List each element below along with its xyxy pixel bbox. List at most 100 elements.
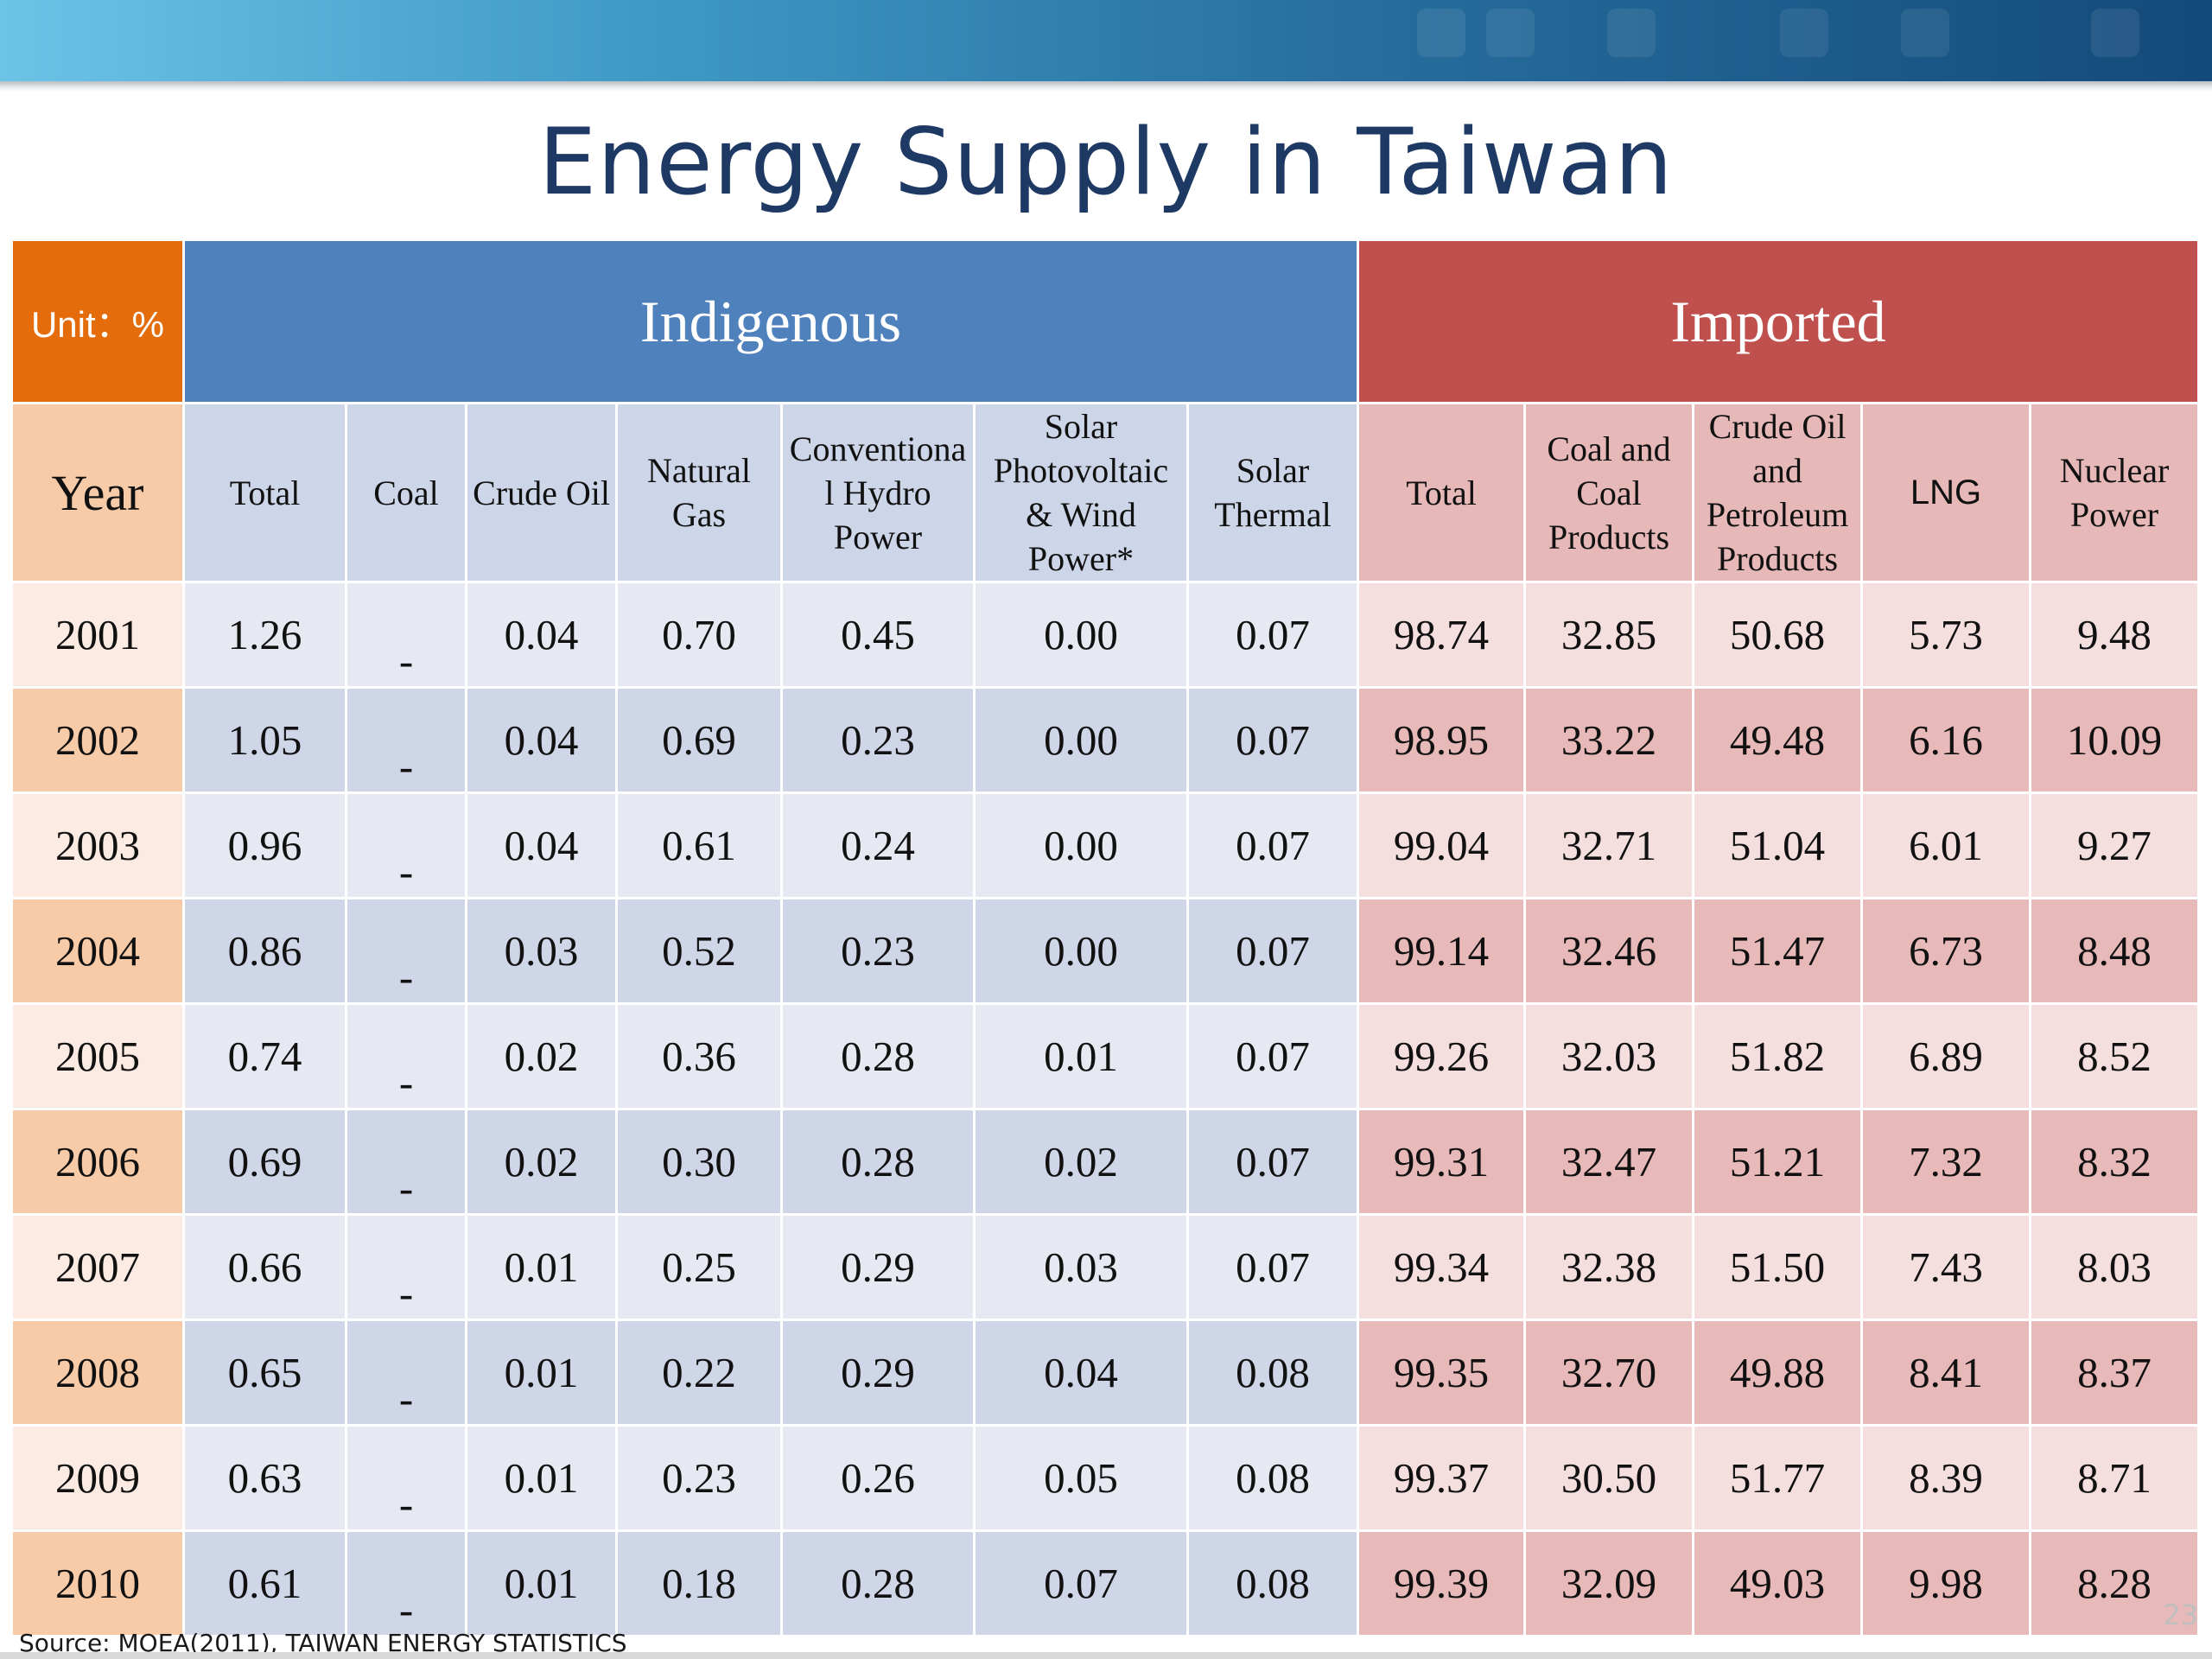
cell-lng: 6.73 [1863, 899, 2030, 1002]
cell-lng: 7.32 [1863, 1110, 2030, 1213]
cell-crude-oil: 0.01 [467, 1532, 615, 1635]
cell-year: 2008 [13, 1321, 182, 1424]
banner-decoration [1607, 9, 1656, 57]
cell-imp-total: 99.35 [1359, 1321, 1524, 1424]
cell-nuclear: 9.27 [2031, 794, 2198, 897]
cell-value: - [398, 953, 414, 1001]
cell-lng: 6.01 [1863, 794, 2030, 897]
header-line: Coal and [1547, 429, 1671, 468]
cell-year: 2006 [13, 1110, 182, 1213]
cell-imp-total: 99.04 [1359, 794, 1524, 897]
cell-natural-gas: 0.70 [618, 583, 780, 686]
cell-coal-products: 32.85 [1526, 583, 1693, 686]
header-line: Coal [1576, 473, 1642, 512]
cell-natural-gas: 0.25 [618, 1216, 780, 1319]
cell-crude-oil: 0.01 [467, 1321, 615, 1424]
cell-coal-products: 32.46 [1526, 899, 1693, 1002]
header-line: Power [833, 517, 923, 556]
cell-natural-gas: 0.30 [618, 1110, 780, 1213]
cell-solar-thermal: 0.07 [1189, 794, 1357, 897]
cell-petroleum: 51.50 [1694, 1216, 1861, 1319]
cell-hydro: 0.28 [783, 1110, 973, 1213]
cell-year: 2001 [13, 583, 182, 686]
cell-solar-thermal: 0.07 [1189, 1216, 1357, 1319]
group-header-row: Unit：% Indigenous Imported [13, 241, 2198, 402]
energy-supply-table: Unit：% Indigenous Imported Year Total Co… [10, 238, 2200, 1637]
cell-imp-total: 99.14 [1359, 899, 1524, 1002]
header-line: Power [2069, 495, 2159, 534]
header-line: Conventiona [789, 429, 967, 468]
cell-lng: 9.98 [1863, 1532, 2030, 1635]
cell-natural-gas: 0.23 [618, 1427, 780, 1529]
cell-solar-pv: 0.00 [976, 899, 1186, 1002]
header-line: Photovoltaic [993, 451, 1169, 490]
cell-imp-total: 99.34 [1359, 1216, 1524, 1319]
cell-coal-products: 32.70 [1526, 1321, 1693, 1424]
cell-hydro: 0.23 [783, 689, 973, 791]
cell-year: 2004 [13, 899, 182, 1002]
table-row: 2005 0.74 - 0.02 0.36 0.28 0.01 0.07 99.26 32.03 5… [13, 1005, 2198, 1108]
cell-solar-thermal: 0.07 [1189, 1005, 1357, 1108]
cell-hydro: 0.28 [783, 1005, 973, 1108]
cell-nuclear: 9.48 [2031, 583, 2198, 686]
cell-solar-pv: 0.00 [976, 689, 1186, 791]
cell-imp-total: 99.39 [1359, 1532, 1524, 1635]
banner-decoration [1780, 9, 1828, 57]
header-line: Products [1717, 539, 1839, 578]
cell-value: - [398, 1164, 414, 1211]
cell-crude-oil: 0.03 [467, 899, 615, 1002]
cell-coal-products: 32.38 [1526, 1216, 1693, 1319]
banner-decoration [1417, 9, 1465, 57]
cell-natural-gas: 0.36 [618, 1005, 780, 1108]
cell-ind-total: 0.86 [185, 899, 345, 1002]
cell-year: 2003 [13, 794, 182, 897]
cell-coal-products: 30.50 [1526, 1427, 1693, 1529]
cell-hydro: 0.28 [783, 1532, 973, 1635]
cell-solar-thermal: 0.08 [1189, 1532, 1357, 1635]
cell-coal: - [347, 1005, 465, 1108]
cell-value: - [398, 1269, 414, 1317]
cell-hydro: 0.26 [783, 1427, 973, 1529]
cell-petroleum: 49.03 [1694, 1532, 1861, 1635]
cell-nuclear: 8.03 [2031, 1216, 2198, 1319]
cell-coal-products: 32.47 [1526, 1110, 1693, 1213]
cell-imp-total: 98.74 [1359, 583, 1524, 686]
table-row: 2008 0.65 - 0.01 0.22 0.29 0.04 0.08 99.35 32.70 4… [13, 1321, 2198, 1424]
banner-decoration [1486, 9, 1535, 57]
cell-lng: 6.89 [1863, 1005, 2030, 1108]
group-indigenous: Indigenous [185, 241, 1357, 402]
cell-petroleum: 51.82 [1694, 1005, 1861, 1108]
cell-natural-gas: 0.61 [618, 794, 780, 897]
cell-value: - [398, 1586, 414, 1633]
cell-crude-oil: 0.01 [467, 1427, 615, 1529]
table-row: 2007 0.66 - 0.01 0.25 0.29 0.03 0.07 99.34 32.38 5… [13, 1216, 2198, 1319]
cell-lng: 5.73 [1863, 583, 2030, 686]
cell-solar-pv: 0.04 [976, 1321, 1186, 1424]
cell-coal: - [347, 1321, 465, 1424]
cell-crude-oil: 0.02 [467, 1110, 615, 1213]
header-line: & Wind [1026, 495, 1136, 534]
header-line: Natural [647, 451, 751, 490]
col-header-solar-pv-wind: Solar Photovoltaic & Wind Power* [976, 404, 1186, 581]
cell-lng: 7.43 [1863, 1216, 2030, 1319]
cell-ind-total: 0.61 [185, 1532, 345, 1635]
cell-hydro: 0.24 [783, 794, 973, 897]
cell-coal-products: 32.03 [1526, 1005, 1693, 1108]
cell-solar-pv: 0.00 [976, 794, 1186, 897]
cell-year: 2010 [13, 1532, 182, 1635]
cell-coal: - [347, 1427, 465, 1529]
header-banner [0, 0, 2212, 81]
col-header-indigenous-total: Total [185, 404, 345, 581]
cell-solar-thermal: 0.08 [1189, 1427, 1357, 1529]
cell-petroleum: 51.47 [1694, 899, 1861, 1002]
header-line: Crude Oil [1708, 407, 1847, 446]
cell-year: 2005 [13, 1005, 182, 1108]
header-line: Solar [1044, 407, 1118, 446]
cell-solar-pv: 0.00 [976, 583, 1186, 686]
col-header-coal: Coal [347, 404, 465, 581]
unit-label: Unit：% [13, 241, 182, 402]
cell-lng: 6.16 [1863, 689, 2030, 791]
cell-crude-oil: 0.04 [467, 794, 615, 897]
cell-petroleum: 50.68 [1694, 583, 1861, 686]
table-row: 2006 0.69-0.02 0.30 0.28 0.02 0.07 99.31 32.47 5… [13, 1110, 2198, 1213]
